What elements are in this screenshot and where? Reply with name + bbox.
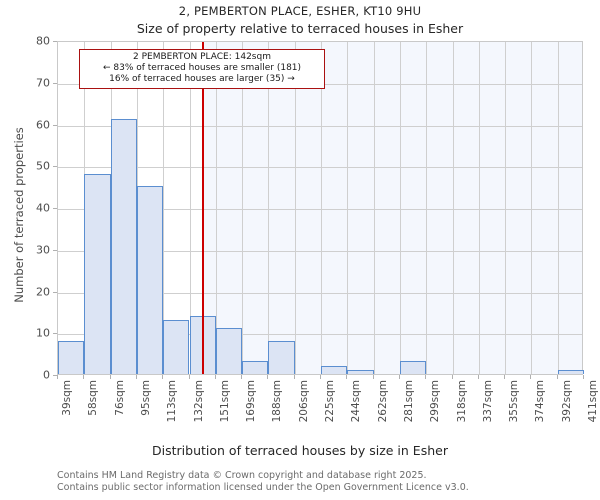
gridline — [58, 250, 582, 252]
x-axis-tick-mark — [556, 375, 558, 379]
x-axis-tick-mark — [398, 375, 400, 379]
x-axis-tick-mark — [109, 375, 111, 379]
x-axis-tick-mark — [293, 375, 295, 379]
x-axis-tick-mark — [451, 375, 453, 379]
property-annotation-box: 2 PEMBERTON PLACE: 142sqm ← 83% of terra… — [79, 49, 325, 89]
x-axis-tick-label: 132sqm — [192, 380, 205, 423]
gridline — [58, 125, 582, 127]
gridline — [58, 292, 582, 294]
histogram-bar — [215, 328, 243, 374]
histogram-bar — [347, 369, 374, 374]
gridline — [453, 42, 454, 374]
x-axis-tick-label: 206sqm — [297, 380, 310, 423]
x-axis-tick-mark — [320, 375, 321, 379]
x-axis-tick-mark — [583, 375, 584, 379]
x-axis-tick-mark — [425, 375, 427, 379]
x-axis-tick-label: 113sqm — [166, 380, 179, 423]
histogram-bar — [242, 361, 269, 374]
x-axis-tick-mark — [477, 375, 479, 379]
annotation-line-larger: 16% of terraced houses are larger (35) → — [109, 74, 295, 84]
x-axis-tick-mark — [241, 375, 243, 379]
x-axis-tick-label: 244sqm — [350, 380, 363, 423]
x-axis-tick-label: 225sqm — [324, 380, 336, 423]
annotation-line-smaller: ← 83% of terraced houses are smaller (18… — [102, 63, 302, 73]
x-axis-tick-label: 299sqm — [429, 380, 442, 423]
gridline — [58, 167, 582, 169]
histogram-bar — [110, 119, 137, 374]
gridline — [426, 42, 427, 374]
gridline — [531, 42, 532, 374]
gridline — [347, 42, 348, 374]
x-axis-tick-mark — [346, 375, 348, 379]
gridline — [400, 42, 401, 374]
property-marker-line — [202, 42, 205, 374]
x-axis-tick-mark — [267, 375, 269, 379]
gridline — [58, 209, 582, 210]
gridline — [190, 42, 191, 374]
x-axis-tick-label: 374sqm — [534, 380, 547, 423]
x-axis-tick-label: 39sqm — [61, 380, 73, 416]
x-axis-tick-mark — [188, 375, 190, 379]
x-axis-tick-label: 262sqm — [376, 380, 389, 423]
plot-area — [57, 41, 584, 375]
chart-subtitle: Size of property relative to terraced ho… — [136, 21, 464, 36]
x-axis-tick-label: 169sqm — [245, 380, 258, 423]
gridline — [268, 42, 269, 374]
x-axis-tick-mark — [372, 375, 374, 379]
gridline — [558, 42, 559, 374]
gridline — [374, 42, 375, 374]
gridline — [163, 42, 164, 374]
histogram-bar — [84, 173, 111, 374]
gridline — [216, 42, 217, 374]
x-axis-tick-label: 337sqm — [481, 380, 494, 423]
gridline — [505, 42, 506, 374]
bar-series — [58, 42, 584, 374]
x-axis-tick-mark — [504, 375, 506, 379]
y-axis-label: Number of terraced properties — [12, 127, 26, 303]
x-axis-tick-label: 76sqm — [113, 380, 126, 416]
footer-line-2: Contains public sector information licen… — [57, 481, 469, 493]
x-axis-tick-label: 281sqm — [402, 380, 415, 423]
gridline — [58, 334, 582, 336]
x-axis-tick-label: 318sqm — [455, 380, 468, 423]
histogram-bar — [58, 340, 85, 374]
histogram-bar — [163, 319, 190, 374]
gridline — [479, 42, 480, 374]
footer-line-1: Contains HM Land Registry data © Crown c… — [57, 470, 427, 481]
x-axis-tick-label: 188sqm — [271, 380, 284, 423]
gridline — [295, 42, 296, 374]
attribution-footer: Contains HM Land Registry data © Crown c… — [57, 470, 597, 493]
histogram-bar — [136, 186, 164, 374]
x-axis-tick-label: 58sqm — [87, 380, 100, 416]
x-axis-tick-label: 355sqm — [508, 380, 521, 423]
gridline — [321, 42, 322, 374]
x-axis-tick-mark — [214, 375, 216, 379]
x-axis-tick-label: 151sqm — [218, 380, 231, 423]
x-axis-tick-label: 411sqm — [587, 380, 599, 423]
gridline — [242, 42, 243, 374]
x-axis-tick-mark — [162, 375, 164, 379]
histogram-bar — [268, 340, 295, 374]
histogram-bar — [557, 369, 584, 374]
x-axis-tick-label: 95sqm — [139, 380, 152, 416]
x-axis-tick-mark — [530, 375, 532, 379]
x-axis-tick-mark — [57, 375, 58, 379]
histogram-bar — [399, 361, 427, 374]
x-axis-tick-label: 392sqm — [560, 380, 573, 423]
histogram-bar — [321, 365, 348, 374]
page-title: 2, PEMBERTON PLACE, ESHER, KT10 9HU — [178, 4, 422, 18]
x-axis-tick-mark — [135, 375, 137, 379]
x-axis-label: Distribution of terraced houses by size … — [152, 443, 448, 458]
annotation-line-property: 2 PEMBERTON PLACE: 142sqm — [133, 52, 271, 62]
chart-title-block: 2, PEMBERTON PLACE, ESHER, KT10 9HU Size… — [0, 4, 600, 37]
x-axis-tick-mark — [83, 375, 85, 379]
